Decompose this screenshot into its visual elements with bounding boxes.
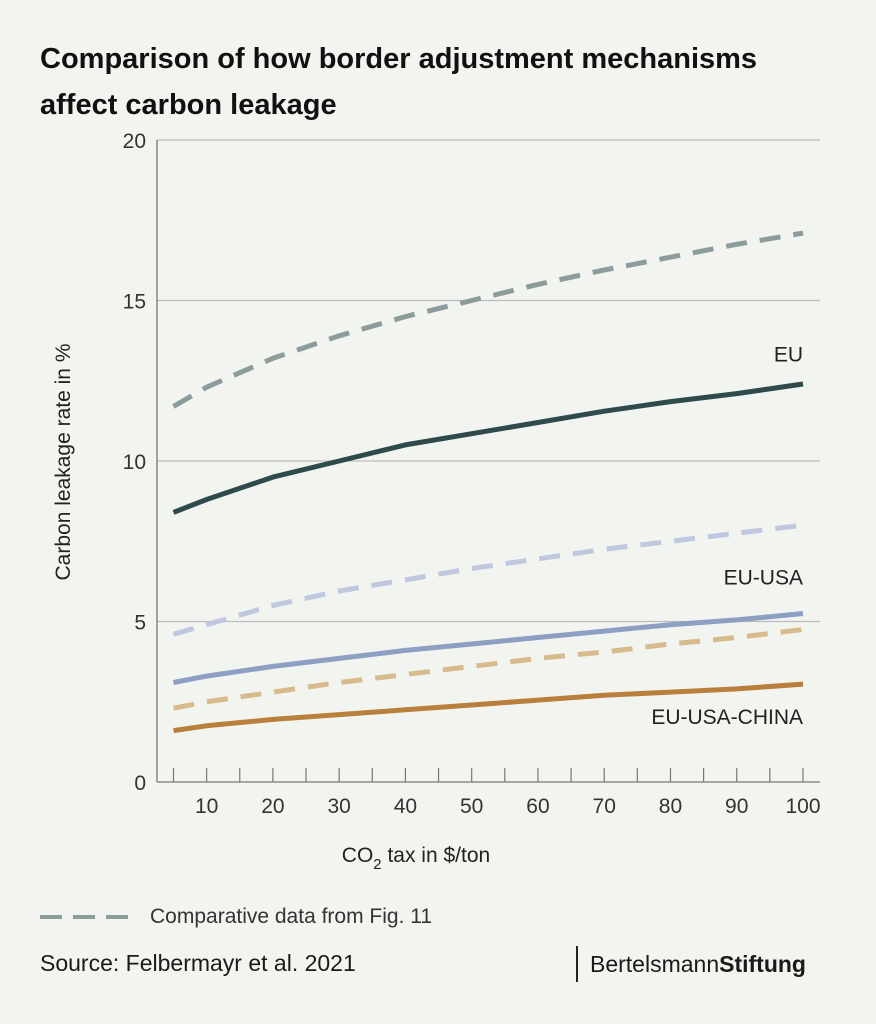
x-tick-label-70: 70 [593,795,616,818]
chart-title-line-2: affect carbon leakage [40,89,337,121]
y-tick-label-0: 0 [134,772,146,795]
publisher-logo: BertelsmannStiftung [576,946,806,982]
y-axis-title: Carbon leakage rate in % [52,344,75,581]
x-tick-label-90: 90 [725,795,748,818]
series-line-eu [172,381,804,515]
series-labels: EU EU-USA EU-USA-CHINA [651,343,803,729]
x-tick-label-10: 10 [195,795,218,818]
chart-title-line-1: Comparison of how border adjustment mech… [40,43,758,75]
x-tick-label-80: 80 [659,795,682,818]
brand-bold: Stiftung [719,951,806,977]
x-tick-label-100: 100 [785,795,820,818]
chart-title: Comparison of how border adjustment mech… [40,36,840,128]
series-label-eu: EU [774,343,803,366]
axes: 0 5 10 15 20 10 20 30 40 50 60 70 80 90 100 [123,130,821,818]
series-line-comparative-3 [172,522,804,637]
x-axis-title-main: CO [342,844,374,867]
legend-dashed-label: Comparative data from Fig. 11 [150,905,433,928]
brand-light: Bertelsmann [590,951,720,977]
y-tick-label-10: 10 [123,451,146,474]
grid-lines [157,139,820,623]
x-axis-title: CO2 tax in $/ton [342,844,490,873]
x-tick-label-50: 50 [460,795,483,818]
y-tick-label-20: 20 [123,130,146,153]
series-label-eu-usa-china: EU-USA-CHINA [651,706,803,729]
x-tick-label-40: 40 [394,795,417,818]
series-lines [172,230,804,734]
source-note: Source: Felbermayr et al. 2021 [40,950,356,976]
y-tick-label-5: 5 [134,612,146,635]
series-line-eu-usa [173,611,804,685]
x-tick-label-30: 30 [327,795,350,818]
x-tick-label-60: 60 [526,795,549,818]
x-axis-title-rest: tax in $/ton [382,844,491,867]
series-line-comparative-1 [172,230,804,409]
series-line-eu-usa-china [173,681,804,734]
x-tick-label-20: 20 [261,795,284,818]
series-line-comparative-5 [173,627,804,711]
x-axis-title-subscript: 2 [373,856,381,873]
legend: Comparative data from Fig. 11 [40,900,432,934]
series-label-eu-usa: EU-USA [724,567,803,590]
legend-dashed-swatch [40,915,128,919]
y-tick-label-15: 15 [123,291,146,314]
